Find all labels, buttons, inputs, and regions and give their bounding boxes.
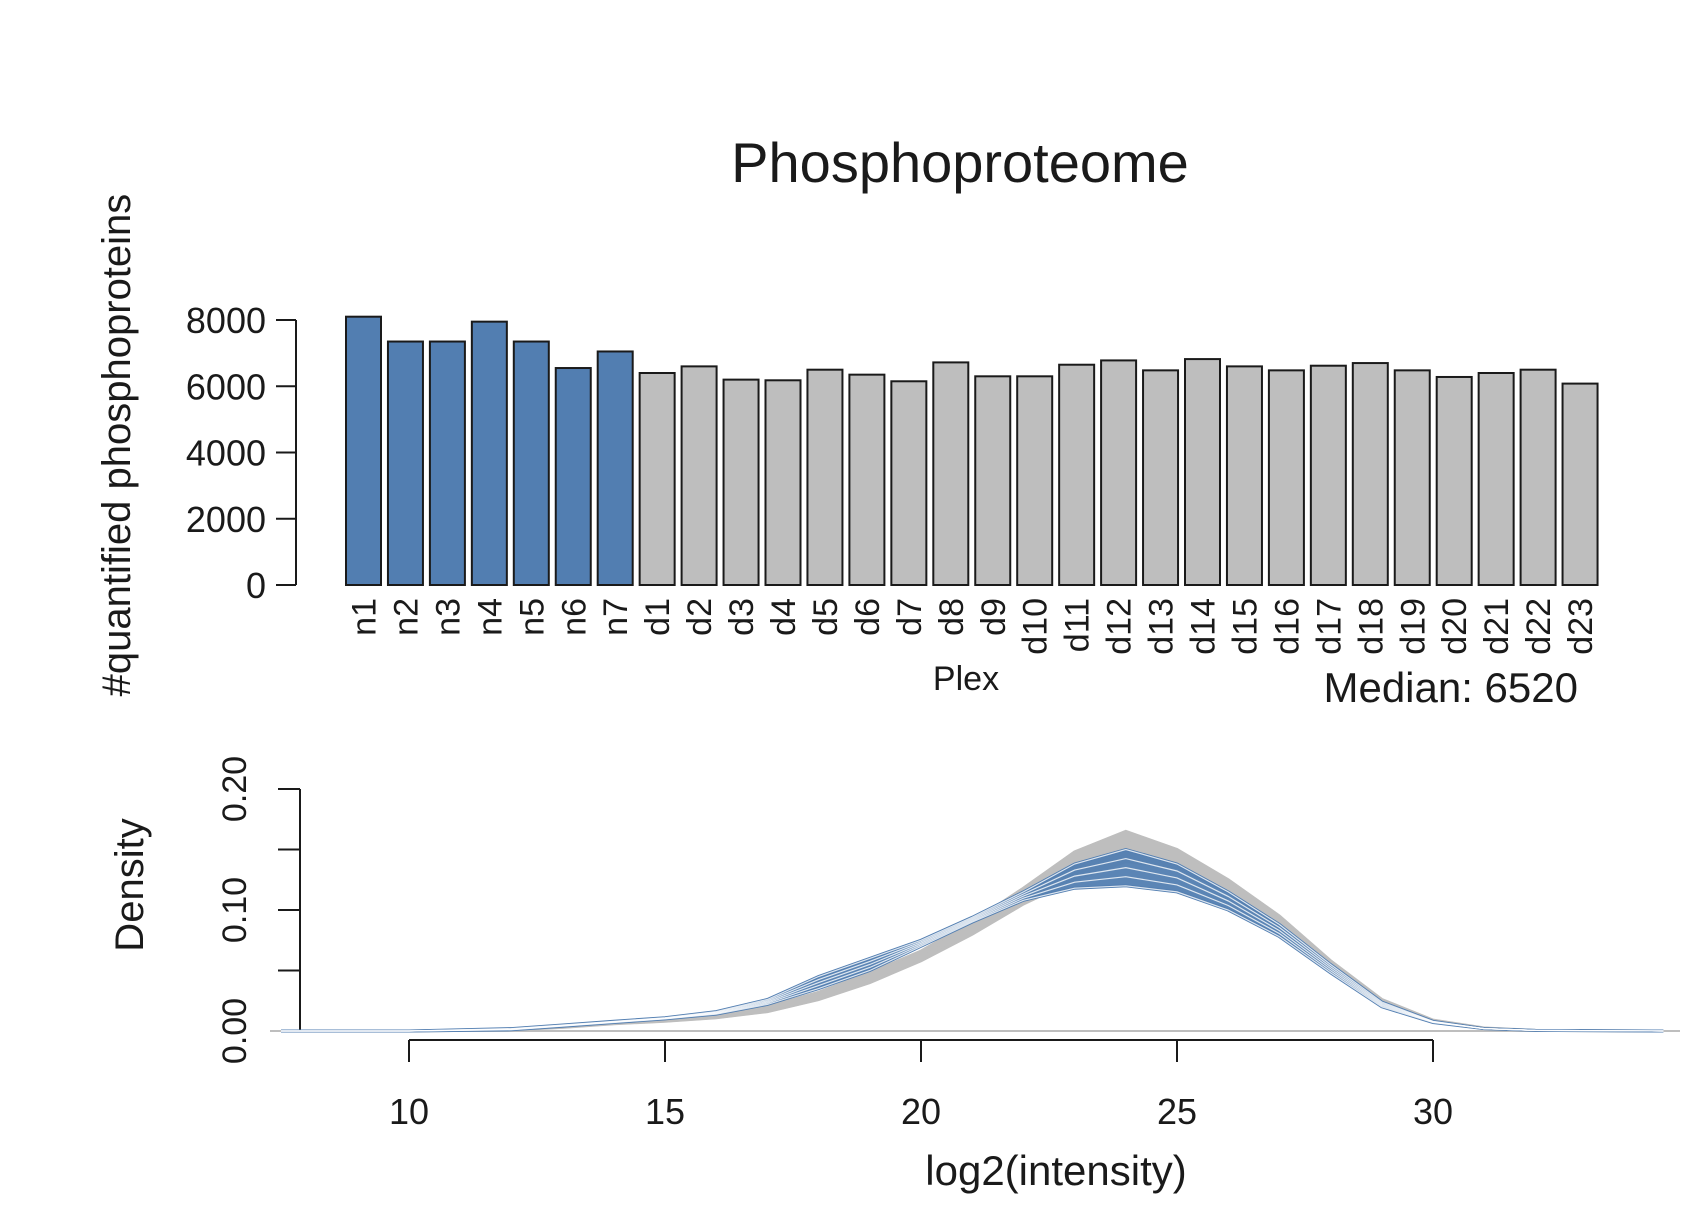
bar-x-tick-label: d11 — [1059, 598, 1097, 652]
bar-x-tick-label: d6 — [849, 598, 887, 636]
normal-density-curve — [281, 857, 1664, 1032]
bar-x-tick-label: d22 — [1520, 598, 1558, 655]
bar-d20 — [1435, 375, 1473, 586]
bar-x-tick-label: n1 — [346, 598, 384, 636]
bar-d19 — [1393, 369, 1431, 586]
bar-x-tick-label: d10 — [1017, 598, 1055, 655]
bar-d2 — [680, 365, 718, 586]
density-y-axis: 0.00 0.10 0.20 — [216, 756, 301, 1064]
bar-d5 — [806, 368, 844, 586]
bar-x-tick-label: d15 — [1226, 598, 1264, 655]
bar-d17 — [1309, 364, 1347, 586]
bar-d9 — [974, 375, 1012, 586]
bar-x-tick-label: d9 — [975, 598, 1013, 636]
normal-density-curve — [281, 885, 1664, 1032]
bar-d22 — [1519, 368, 1557, 586]
bar-x-tick-label: n5 — [513, 598, 551, 636]
density-x-tick-label: 15 — [645, 1091, 685, 1132]
bar-x-tick-label: d13 — [1143, 598, 1181, 655]
bar-d21 — [1477, 372, 1515, 586]
bar-x-tick-label: d14 — [1185, 598, 1223, 655]
bar-chart-y-label: #quantified phosphoproteins — [95, 194, 139, 697]
density-x-tick-label: 20 — [901, 1091, 941, 1132]
bar-d3 — [722, 378, 760, 586]
density-x-tick-label: 10 — [389, 1091, 429, 1132]
bar-d12 — [1100, 359, 1138, 586]
bar-x-tick-label: d5 — [807, 598, 845, 636]
density-y-tick-label: 0.10 — [216, 877, 254, 943]
bar-x-tick-label: d4 — [765, 598, 803, 636]
bar-d18 — [1351, 362, 1389, 586]
bar-n4 — [470, 320, 508, 586]
density-x-tick-label: 30 — [1413, 1091, 1453, 1132]
bar-n6 — [554, 367, 592, 586]
bar-chart-y-axis: 0 2000 4000 6000 8000 — [186, 300, 297, 606]
normal-density-curve — [281, 866, 1664, 1032]
bar-x-tick-label: n6 — [555, 598, 593, 636]
bar-d7 — [890, 380, 928, 586]
bar-n3 — [428, 340, 466, 586]
bar-x-tick-label: d18 — [1352, 598, 1390, 655]
bar-d14 — [1184, 358, 1221, 586]
bar-x-tick-label: d16 — [1268, 598, 1306, 655]
bar-y-tick-label: 2000 — [186, 499, 266, 540]
density-y-tick-label: 0.20 — [216, 756, 254, 822]
bar-x-tick-label: d19 — [1394, 598, 1432, 655]
bar-x-tick-label: d12 — [1101, 598, 1139, 655]
disease-density-curve — [281, 850, 1664, 1033]
bar-n2 — [386, 340, 424, 586]
bar-d1 — [638, 372, 676, 586]
bar-chart-x-tick-labels: n1 n2 n3 n4 n5 n6 n7 d1 d2 d3 d4 d5 d6 d7 d8 d9 d10 d11 d1… — [346, 598, 1601, 655]
bar-n5 — [512, 340, 550, 586]
density-x-label: log2(intensity) — [925, 1147, 1186, 1194]
bar-d4 — [764, 379, 802, 586]
bar-x-tick-label: n7 — [597, 598, 635, 636]
density-y-tick-label: 0.00 — [216, 998, 254, 1064]
bar-d23 — [1561, 382, 1599, 586]
bar-x-tick-label: d20 — [1436, 598, 1474, 655]
bar-x-tick-label: d3 — [723, 598, 761, 636]
density-curves — [270, 829, 1680, 1033]
bar-d11 — [1058, 363, 1096, 586]
bar-x-tick-label: n3 — [429, 598, 467, 636]
disease-density-curve — [281, 860, 1664, 1033]
bar-x-tick-label: d1 — [639, 598, 677, 636]
bar-x-tick-label: d21 — [1478, 598, 1516, 655]
bar-x-tick-label: d23 — [1562, 598, 1600, 655]
normal-density-curve — [281, 848, 1664, 1032]
bar-n1 — [345, 315, 382, 586]
density-y-label: Density — [108, 818, 152, 951]
bar-d8 — [932, 361, 970, 586]
bar-x-tick-label: n2 — [387, 598, 425, 636]
bar-d16 — [1267, 369, 1305, 586]
bar-chart-title: Phosphoproteome — [731, 131, 1189, 194]
bar-n7 — [596, 350, 634, 586]
bar-y-tick-label: 0 — [246, 565, 266, 606]
density-x-tick-label: 25 — [1157, 1091, 1197, 1132]
normal-density-band — [281, 847, 1664, 1033]
bar-x-tick-label: d7 — [891, 598, 929, 636]
bar-d6 — [848, 373, 886, 586]
bar-d13 — [1142, 369, 1180, 586]
normal-density-curve — [281, 876, 1664, 1032]
bar-x-tick-label: d8 — [933, 598, 971, 636]
bar-x-tick-label: d17 — [1310, 598, 1348, 655]
bar-chart-x-label: Plex — [933, 660, 999, 698]
bar-y-tick-label: 6000 — [186, 366, 266, 407]
bar-d15 — [1225, 365, 1263, 586]
bar-y-tick-label: 8000 — [186, 300, 266, 341]
bar-series — [345, 315, 1599, 586]
bar-x-tick-label: n4 — [471, 598, 509, 636]
disease-density-curve — [281, 840, 1664, 1033]
density-x-axis: 10 15 20 25 30 — [389, 1039, 1453, 1132]
bar-y-tick-label: 4000 — [186, 433, 266, 474]
median-annotation: Median: 6520 — [1323, 664, 1578, 711]
bar-d10 — [1016, 375, 1054, 586]
bar-x-tick-label: d2 — [681, 598, 719, 636]
